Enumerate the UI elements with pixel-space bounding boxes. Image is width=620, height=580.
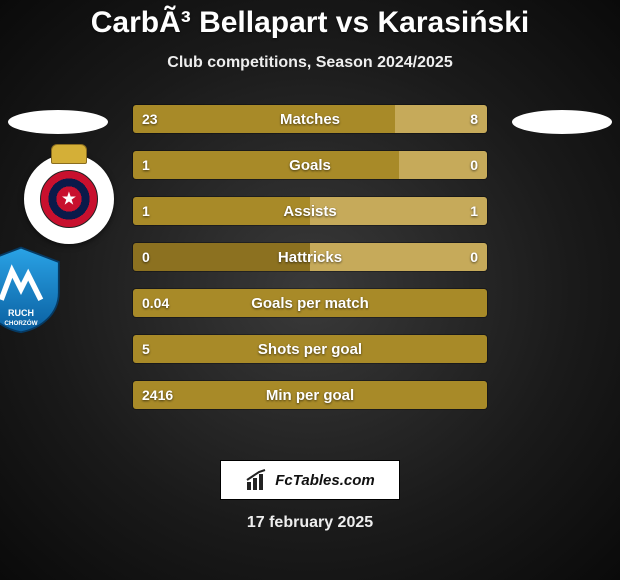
bars-container: Matches238Goals10Assists11Hattricks00Goa… [132,104,488,426]
stat-value-left: 0 [132,242,160,272]
bar-segment-left [133,381,487,409]
stat-value-right: 0 [460,150,488,180]
stat-row: Shots per goal5 [132,334,488,364]
footer-brand-text: FcTables.com [275,472,374,489]
player-ellipse-left [8,110,108,134]
bar-track [132,150,488,180]
stat-value-right: 1 [460,196,488,226]
bar-track [132,196,488,226]
stat-row: Goals per match0.04 [132,288,488,318]
chart-icon [245,468,269,492]
bar-track [132,104,488,134]
shield-icon: RUCH CHORZÓW [0,244,66,334]
star-icon: ★ [61,189,77,210]
stat-value-left: 2416 [132,380,183,410]
bar-segment-left [133,335,487,363]
footer-date: 17 february 2025 [0,514,620,532]
club-badge-right: RUCH CHORZÓW [0,244,66,334]
page-subtitle: Club competitions, Season 2024/2025 [0,54,620,72]
stat-row: Hattricks00 [132,242,488,272]
bar-segment-left [133,151,399,179]
bar-track [132,334,488,364]
stat-value-left: 23 [132,104,168,134]
stat-value-left: 0.04 [132,288,179,318]
bar-track [132,380,488,410]
stat-row: Min per goal2416 [132,380,488,410]
footer-brand: FcTables.com [220,460,400,500]
player-ellipse-right [512,110,612,134]
stat-value-left: 1 [132,196,160,226]
bar-segment-left [133,289,487,317]
stat-value-left: 1 [132,150,160,180]
bar-segment-left [133,105,395,133]
stat-value-right [468,334,488,364]
bar-track [132,242,488,272]
bar-track [132,288,488,318]
stat-value-right: 8 [460,104,488,134]
comparison-chart: ★ RUCH CHORZÓW Matches238Goals10Assists1… [0,92,620,442]
stat-row: Goals10 [132,150,488,180]
stat-value-right: 0 [460,242,488,272]
stat-value-left: 5 [132,334,160,364]
stat-value-right [468,288,488,318]
svg-text:CHORZÓW: CHORZÓW [4,318,37,327]
stat-row: Matches238 [132,104,488,134]
stat-row: Assists11 [132,196,488,226]
stat-value-right [468,380,488,410]
svg-text:RUCH: RUCH [8,308,34,318]
page-title: CarbÃ³ Bellapart vs Karasiński [0,0,620,40]
club-badge-left: ★ [24,154,114,244]
